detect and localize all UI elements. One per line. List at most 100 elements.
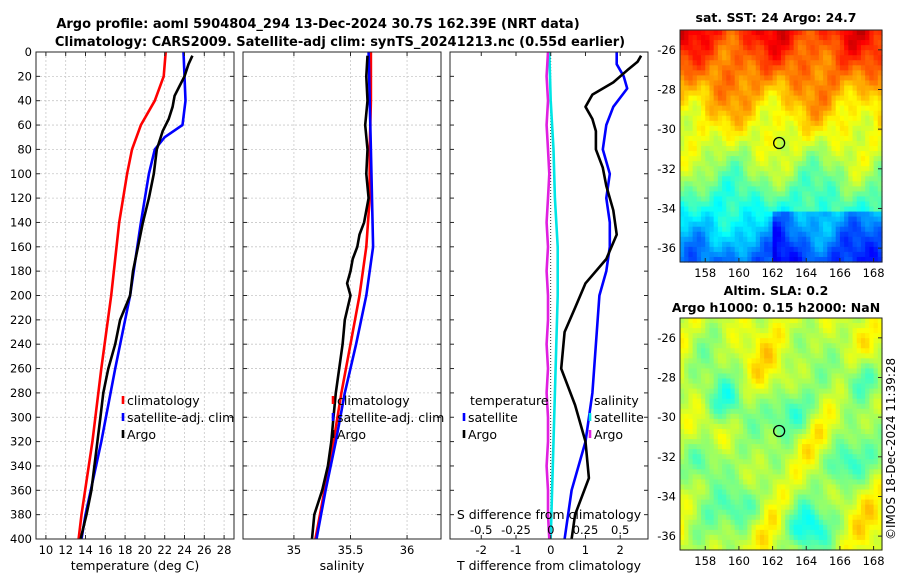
map-cell — [810, 115, 816, 122]
map-cell — [709, 50, 715, 56]
map-cell — [806, 318, 812, 324]
map-cell — [726, 504, 732, 511]
legend-label: Argo — [468, 427, 497, 442]
map-cell — [751, 140, 757, 147]
map-cell — [680, 156, 685, 162]
map-cell — [734, 246, 740, 253]
map-cell — [747, 216, 753, 223]
map-cell — [709, 378, 715, 385]
map-cell — [818, 383, 824, 390]
map-cell — [692, 484, 698, 491]
map-cell — [680, 494, 685, 501]
map-cell — [818, 454, 824, 460]
map-cell — [869, 509, 875, 516]
map-cell — [810, 343, 816, 349]
map-cell — [726, 439, 732, 445]
map-cell — [759, 318, 765, 324]
map-cell — [797, 216, 803, 223]
map-cell — [860, 534, 866, 541]
map-cell — [692, 383, 698, 390]
map-cell — [797, 529, 803, 536]
map-cell — [856, 166, 862, 172]
map-cell — [726, 539, 732, 546]
map-cell — [751, 358, 757, 364]
map-cell — [877, 40, 883, 46]
map-cell — [839, 378, 845, 385]
map-cell — [692, 251, 698, 258]
map-cell — [680, 363, 685, 370]
map-cell — [747, 140, 753, 147]
map-cell — [747, 504, 753, 511]
map-cell — [793, 236, 799, 243]
map-cell — [823, 115, 828, 122]
map-cell — [785, 50, 791, 56]
map-cell — [768, 75, 774, 82]
map-cell — [818, 80, 824, 87]
map-cell — [730, 256, 736, 263]
map-cell — [827, 125, 833, 132]
map-cell — [848, 418, 854, 425]
map-cell — [755, 343, 761, 349]
map-cell — [848, 201, 854, 208]
map-cell — [873, 484, 879, 491]
map-cell — [696, 459, 702, 465]
map-cell — [768, 459, 774, 465]
map-cell — [776, 130, 782, 137]
map-cell — [738, 479, 744, 486]
map-cell — [814, 186, 820, 192]
map-cell — [743, 418, 748, 425]
map-cell — [734, 251, 740, 258]
x-tick-label: 14 — [78, 543, 93, 557]
map-cell — [797, 378, 803, 385]
map-cell — [751, 403, 757, 410]
map-cell — [734, 494, 740, 501]
map-cell — [873, 464, 879, 470]
map-cell — [823, 398, 828, 405]
y-tick-label: 400 — [10, 532, 32, 546]
map-cell — [781, 105, 786, 112]
map-cell — [768, 439, 774, 445]
map-cell — [802, 40, 807, 46]
map-cell — [684, 494, 690, 501]
map-cell — [772, 524, 778, 531]
map-cell — [755, 211, 761, 218]
map-cell — [764, 514, 769, 521]
map-cell — [802, 484, 807, 491]
map-cell — [869, 191, 875, 198]
map-cell — [873, 246, 879, 253]
map-cell — [680, 75, 685, 82]
map-cell — [755, 489, 761, 496]
map-cell — [730, 348, 736, 354]
map-cell — [814, 105, 820, 112]
map-cell — [743, 459, 748, 465]
map-cell — [865, 318, 870, 324]
map-cell — [869, 251, 875, 258]
map-cell — [844, 489, 849, 496]
map-cell — [793, 30, 799, 36]
map-cell — [680, 196, 685, 203]
map-cell — [860, 434, 866, 440]
map-cell — [764, 80, 769, 87]
map-cell — [759, 378, 765, 385]
map-cell — [839, 65, 845, 71]
map-cell — [680, 80, 685, 87]
map-cell — [865, 393, 870, 400]
map-cell — [814, 130, 820, 137]
map-cell — [768, 171, 774, 177]
map-cell — [772, 140, 778, 147]
map-cell — [751, 65, 757, 71]
map-cell — [759, 454, 765, 460]
map-cell — [747, 151, 753, 157]
map-cell — [789, 534, 795, 541]
map-cell — [823, 191, 828, 198]
map-cell — [806, 539, 812, 546]
map-cell — [823, 156, 828, 162]
map-cell — [818, 85, 824, 92]
map-cell — [713, 105, 719, 112]
map-cell — [848, 323, 854, 329]
map-cell — [848, 494, 854, 501]
map-cell — [684, 338, 690, 344]
map-cell — [865, 110, 870, 117]
map-cell — [831, 135, 837, 142]
map-cell — [755, 65, 761, 71]
